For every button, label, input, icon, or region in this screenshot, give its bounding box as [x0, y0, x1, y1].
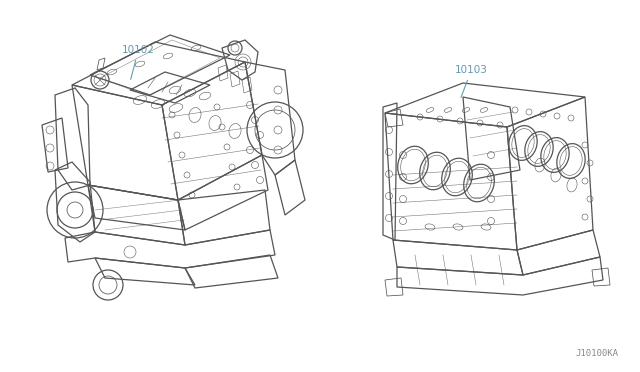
- Text: J10100KA: J10100KA: [575, 349, 618, 358]
- Text: 10102: 10102: [122, 45, 155, 79]
- Text: 10103: 10103: [455, 65, 488, 97]
